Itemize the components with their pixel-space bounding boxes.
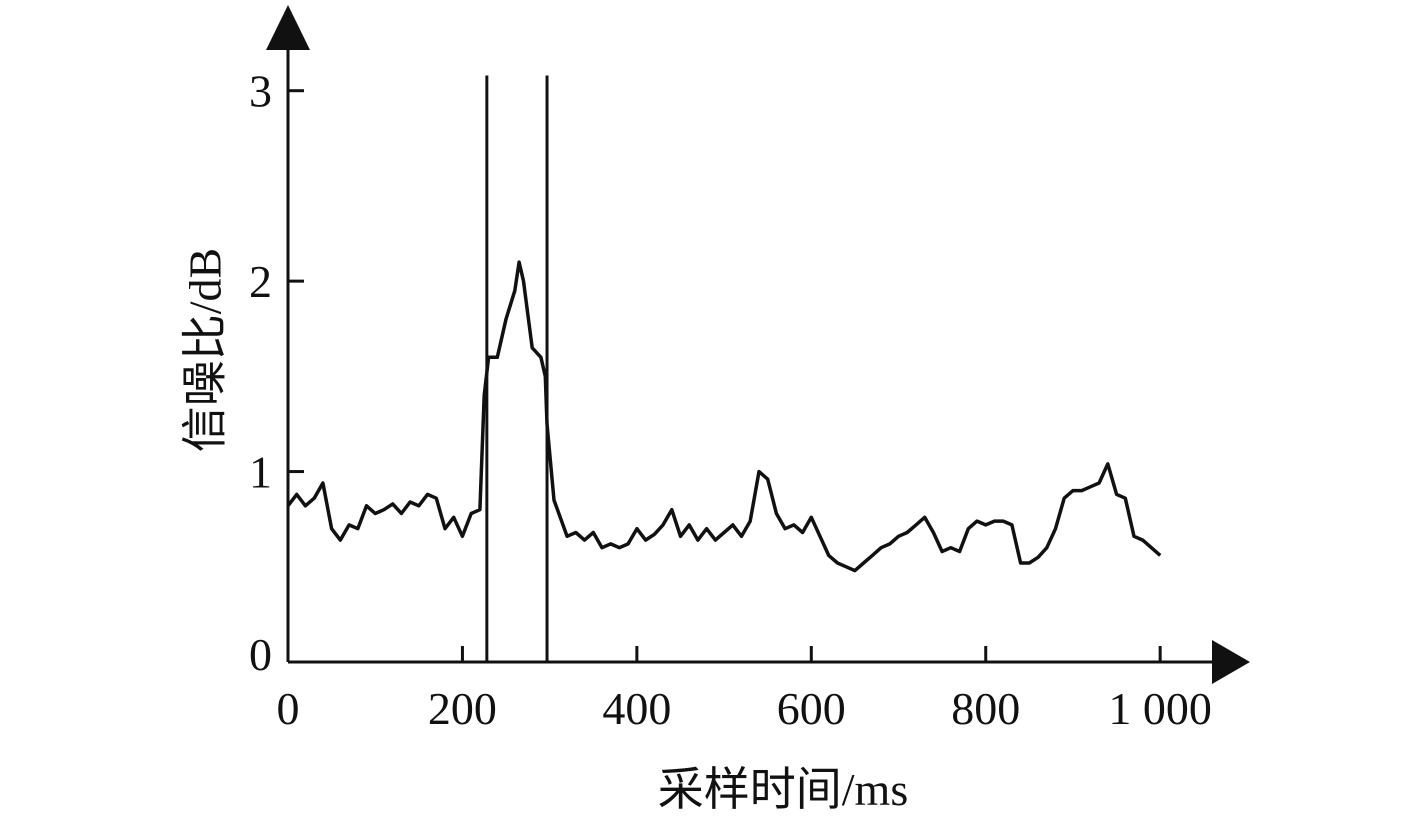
x-tick-label: 1 000 <box>1108 683 1212 734</box>
x-tick-label: 200 <box>428 683 497 734</box>
y-tick-label: 0 <box>249 629 272 680</box>
x-axis-label: 采样时间/ms <box>658 764 908 815</box>
y-tick-label: 1 <box>249 447 272 498</box>
x-arrow <box>1212 640 1250 684</box>
y-tick-label: 3 <box>249 66 272 117</box>
x-tick-label: 600 <box>777 683 846 734</box>
x-tick-label: 800 <box>951 683 1020 734</box>
data-line <box>286 260 1162 573</box>
y-arrow <box>266 5 310 50</box>
x-tick-label: 0 <box>277 683 300 734</box>
x-tick-label: 400 <box>602 683 671 734</box>
y-tick-label: 2 <box>249 256 272 307</box>
y-axis-label: 信噪比/dB <box>180 248 231 452</box>
